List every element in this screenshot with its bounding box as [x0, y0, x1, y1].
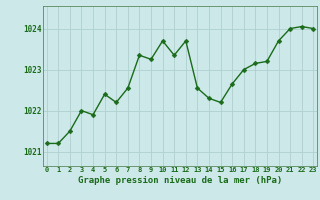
X-axis label: Graphe pression niveau de la mer (hPa): Graphe pression niveau de la mer (hPa) — [78, 176, 282, 185]
